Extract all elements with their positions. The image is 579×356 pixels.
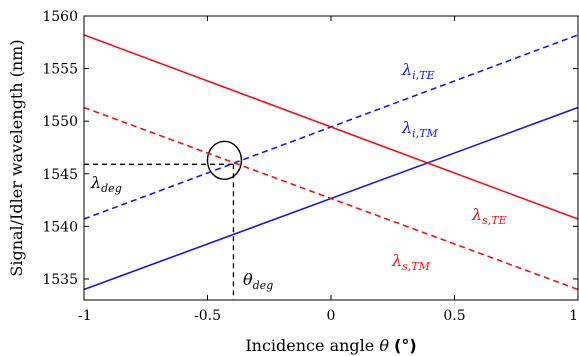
series-label-i-te: λi,TE <box>401 60 435 82</box>
y-tick-label: 1545 <box>42 167 78 183</box>
y-tick-label: 1540 <box>42 219 78 235</box>
lambda-deg-label-symbol: λ <box>90 173 101 192</box>
y-axis-label: Signal/Idler wavelength (nm) <box>7 39 26 276</box>
degeneracy-circle <box>206 140 243 181</box>
y-tick-label: 1555 <box>42 62 78 78</box>
series-label-s-tm-symbol: λ <box>391 251 402 270</box>
series-label-s-tm: λs,TM <box>391 251 431 273</box>
x-tick-label: 0 <box>327 308 336 324</box>
y-tick-label: 1550 <box>42 114 78 130</box>
x-axis-label-unit: (°) <box>394 336 417 355</box>
lambda-deg-label-subscript: deg <box>101 182 122 195</box>
y-tick-label: 1535 <box>42 272 78 288</box>
x-tick-label: 1 <box>569 308 578 324</box>
series-label-s-te-subscript: s,TE <box>482 214 507 227</box>
series-label-s-tm-subscript: s,TM <box>402 260 430 273</box>
series-label-i-tm-symbol: λ <box>401 118 412 137</box>
x-tick-label: -1 <box>78 308 92 324</box>
x-axis-label-symbol: θ <box>379 336 394 355</box>
theta-deg-label: θdeg <box>243 270 273 292</box>
x-tick-label: -0.5 <box>194 308 221 324</box>
series-label-i-tm: λi,TM <box>401 118 438 140</box>
series-label-s-te: λs,TE <box>471 205 507 227</box>
series-label-s-te-symbol: λ <box>471 205 482 224</box>
series-label-i-te-subscript: i,TE <box>412 69 434 82</box>
lambda-deg-label: λdeg <box>90 173 122 195</box>
series-label-i-te-symbol: λ <box>401 60 412 79</box>
theta-deg-label-subscript: deg <box>253 279 274 292</box>
series-line-s-te <box>84 34 578 220</box>
theta-deg-label-symbol: θ <box>243 270 253 289</box>
y-tick-label: 1560 <box>42 9 78 25</box>
plot-frame <box>83 15 579 301</box>
x-axis-label-text: Incidence angle <box>245 336 379 355</box>
x-tick-label: 0.5 <box>443 308 465 324</box>
series-label-i-tm-subscript: i,TM <box>412 127 438 140</box>
series-line-s-tm <box>84 106 578 291</box>
x-axis-label: Incidence angle θ (°) <box>245 336 416 355</box>
